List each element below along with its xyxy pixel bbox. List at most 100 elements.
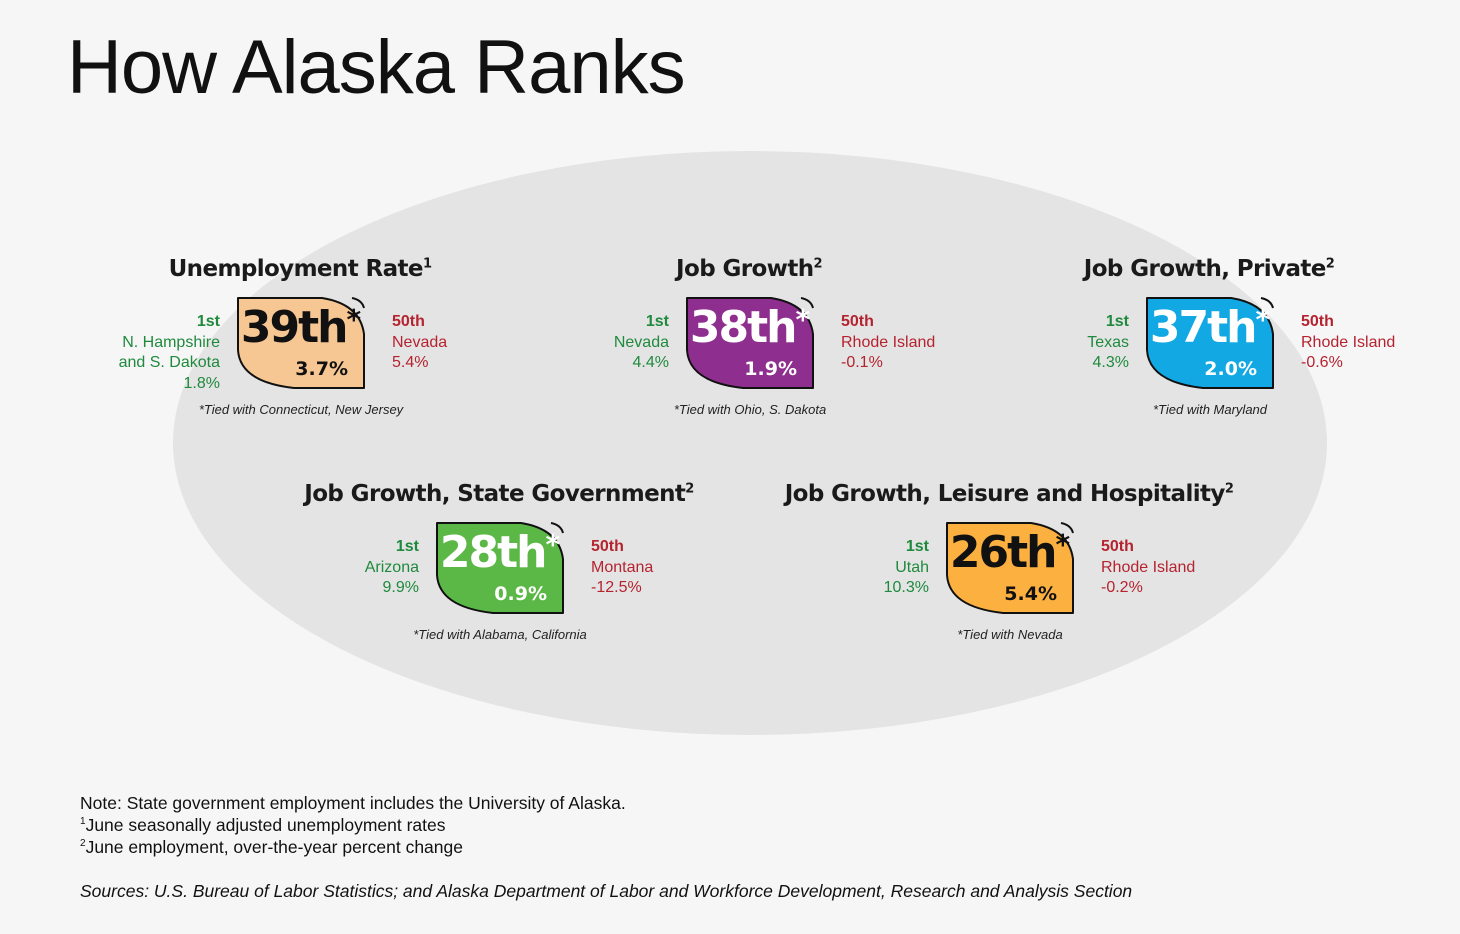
state-detail-line: 4.3% xyxy=(1092,354,1129,371)
best-rank-label: 1st xyxy=(1105,313,1129,330)
state-detail-line: Arizona xyxy=(364,558,419,576)
best-lines: Nevada 4.4% xyxy=(614,333,669,374)
state-detail-line: Texas xyxy=(1087,333,1129,351)
best-lines: Texas 4.3% xyxy=(1087,333,1129,374)
panel-title-text: Unemployment Rate xyxy=(168,256,424,282)
state-detail-line: 4.4% xyxy=(632,354,669,371)
footnote-2-text: June employment, over-the-year percent c… xyxy=(85,837,463,857)
worst-rank-label: 50th xyxy=(1301,313,1334,330)
alaska-shape-icon xyxy=(686,297,814,389)
rank-label: 26th* xyxy=(943,527,1077,579)
state-detail-line: -0.6% xyxy=(1301,354,1343,371)
best-state-block: 1st Texas 4.3% xyxy=(1087,312,1129,374)
rank-number: 26th xyxy=(949,527,1058,578)
ranking-panel-4: Job Growth, State Government2 28th* 0.9%… xyxy=(269,481,729,661)
state-detail-line: -0.1% xyxy=(841,354,883,371)
worst-lines: Montana -12.5% xyxy=(591,558,653,599)
worst-rank-label: 50th xyxy=(591,538,624,555)
footnote-1-marker: 1 xyxy=(80,816,86,828)
page-title: How Alaska Ranks xyxy=(67,25,686,110)
state-detail-line: Rhode Island xyxy=(1301,333,1396,351)
sources-text: Sources: U.S. Bureau of Labor Statistics… xyxy=(80,881,1133,901)
rank-number: 39th xyxy=(240,302,349,353)
tie-note: *Tied with Ohio, S. Dakota xyxy=(673,402,827,417)
rank-label: 37th* xyxy=(1143,302,1277,354)
footnote-2-marker: 2 xyxy=(80,838,86,850)
worst-state-block: 50th Nevada 5.4% xyxy=(392,312,447,374)
alaska-value: 1.9% xyxy=(744,358,797,380)
state-detail-line: N. Hampshire xyxy=(122,333,220,351)
footnote-marker: 1 xyxy=(422,256,432,272)
alaska-shape-icon xyxy=(1146,297,1274,389)
best-lines: Utah 10.3% xyxy=(884,558,929,599)
rank-number: 28th xyxy=(439,527,548,578)
ranking-panel-5: Job Growth, Leisure and Hospitality2 26t… xyxy=(779,481,1239,661)
panel-title: Job Growth, Private2 xyxy=(979,256,1439,282)
state-detail-line: 10.3% xyxy=(883,579,929,596)
alaska-value: 0.9% xyxy=(494,583,547,605)
state-detail-line: Rhode Island xyxy=(1101,558,1196,576)
state-detail-line: Nevada xyxy=(392,333,448,351)
best-rank-label: 1st xyxy=(196,313,220,330)
best-state-block: 1st Utah 10.3% xyxy=(884,537,929,599)
worst-rank-label: 50th xyxy=(1101,538,1134,555)
tie-marker: * xyxy=(346,303,362,336)
panel-title-text: Job Growth, State Government xyxy=(304,481,686,507)
panel-title: Job Growth, State Government2 xyxy=(269,481,729,507)
rank-number: 37th xyxy=(1149,302,1258,353)
tie-note: *Tied with Nevada xyxy=(957,627,1063,642)
best-lines: N. Hampshire and S. Dakota 1.8% xyxy=(119,333,220,395)
state-detail-line: 9.9% xyxy=(382,579,419,596)
footnote-marker: 2 xyxy=(1224,481,1234,497)
rank-label: 39th* xyxy=(234,302,368,354)
footnote-2: 2June employment, over-the-year percent … xyxy=(80,836,1132,858)
tie-note: *Tied with Connecticut, New Jersey xyxy=(198,402,404,417)
state-detail-line: 1.8% xyxy=(183,374,220,392)
best-state-block: 1st Arizona 9.9% xyxy=(365,537,419,599)
worst-state-block: 50th Rhode Island -0.6% xyxy=(1301,312,1395,374)
ranking-panel-1: Unemployment Rate1 39th* 3.7% 1st N. Ham… xyxy=(70,256,530,436)
worst-state-block: 50th Rhode Island -0.2% xyxy=(1101,537,1195,599)
tie-note: *Tied with Maryland xyxy=(1152,402,1268,417)
panel-title: Unemployment Rate1 xyxy=(70,256,530,282)
rank-label: 38th* xyxy=(683,302,817,354)
worst-state-block: 50th Rhode Island -0.1% xyxy=(841,312,935,374)
state-detail-line: and S. Dakota xyxy=(118,354,220,371)
alaska-shape-icon xyxy=(946,522,1074,614)
state-detail-line: Utah xyxy=(895,558,929,576)
alaska-value: 5.4% xyxy=(1004,583,1057,605)
state-detail-line: -12.5% xyxy=(591,579,642,596)
tie-note: *Tied with Alabama, California xyxy=(413,627,587,642)
best-state-block: 1st Nevada 4.4% xyxy=(614,312,669,374)
alaska-shape-icon xyxy=(237,297,365,389)
best-rank-label: 1st xyxy=(645,313,669,330)
best-state-block: 1st N. Hampshire and S. Dakota 1.8% xyxy=(119,312,220,394)
footnote-1: 1June seasonally adjusted unemployment r… xyxy=(80,814,1132,836)
state-detail-line: 5.4% xyxy=(392,354,429,371)
panel-title-text: Job Growth, Private xyxy=(1083,256,1327,282)
alaska-value: 2.0% xyxy=(1204,358,1257,380)
worst-rank-label: 50th xyxy=(841,313,874,330)
tie-marker: * xyxy=(795,303,811,336)
footnotes: Note: State government employment includ… xyxy=(80,792,1132,902)
alaska-value: 3.7% xyxy=(295,358,348,380)
worst-lines: Rhode Island -0.2% xyxy=(1101,558,1195,599)
panel-title: Job Growth2 xyxy=(519,256,979,282)
alaska-shape-icon xyxy=(436,522,564,614)
worst-rank-label: 50th xyxy=(392,313,425,330)
worst-lines: Rhode Island -0.1% xyxy=(841,333,935,374)
worst-state-block: 50th Montana -12.5% xyxy=(591,537,653,599)
panel-title-text: Job Growth xyxy=(676,256,814,282)
state-detail-line: Nevada xyxy=(613,333,669,351)
ranking-panel-2: Job Growth2 38th* 1.9% 1st Nevada 4.4% 50… xyxy=(519,256,979,436)
worst-lines: Rhode Island -0.6% xyxy=(1301,333,1395,374)
panel-title-text: Job Growth, Leisure and Hospitality xyxy=(784,481,1226,507)
tie-marker: * xyxy=(545,528,561,561)
worst-lines: Nevada 5.4% xyxy=(392,333,447,374)
note-text: Note: State government employment includ… xyxy=(80,793,626,813)
best-lines: Arizona 9.9% xyxy=(365,558,419,599)
state-detail-line: Rhode Island xyxy=(841,333,936,351)
best-rank-label: 1st xyxy=(905,538,929,555)
tie-marker: * xyxy=(1255,303,1271,336)
panel-title: Job Growth, Leisure and Hospitality2 xyxy=(779,481,1239,507)
